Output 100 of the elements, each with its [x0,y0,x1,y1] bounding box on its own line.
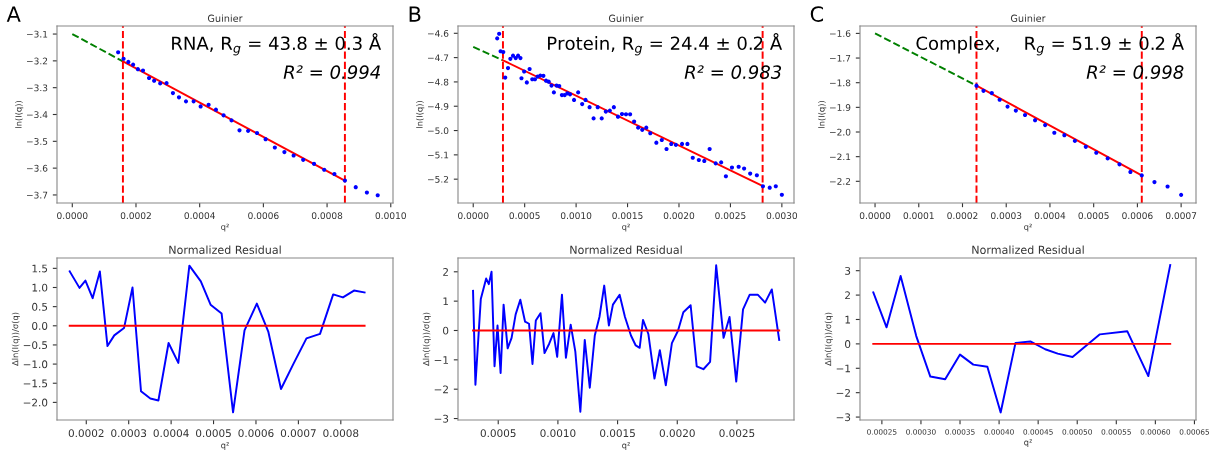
x-tick-label: 0.0000 [859,212,891,220]
point [1013,108,1018,113]
y-tick-label: −3.3 [27,84,48,92]
y-tick-label: 2 [845,291,850,300]
point [1094,150,1099,155]
point [146,75,152,81]
point [263,137,268,142]
x-tick-label: 0.0004 [153,429,189,438]
y-tick-label: −5.0 [428,127,449,135]
point [1083,144,1088,149]
y-tick-label: −2 [434,385,448,394]
point [116,50,121,55]
chart-title: Guinier [207,14,243,22]
point [246,128,251,133]
chart-title: Normalized Residual [570,245,682,254]
x-axis-title: q² [221,223,229,232]
y-tick-label: 0 [443,326,449,335]
text: C [810,6,824,22]
y-tick-label: −3.2 [27,57,48,65]
y-tick-label: 1.5 [32,264,48,273]
y-axis-title: ln(I(q)) [818,101,827,128]
point [311,161,317,166]
y-tick-label: −0.5 [23,341,48,350]
y-axis-title: ln(I(q)) [15,101,24,128]
y-tick-label: 0.0 [32,322,48,330]
point [989,90,994,96]
point [126,59,131,65]
y-tick-label: 0.5 [32,302,48,311]
annotation: R² = 0.994 [283,65,380,79]
point [176,95,182,100]
text: A [6,6,21,22]
point [1105,156,1110,161]
annotation: R² = 0.998 [1086,65,1184,79]
annotation: Complex, R$_{g}$ = 51.9 ± 0.2 Å [916,33,1184,56]
y-tick-label: −2.0 [830,128,851,136]
y-tick-label: −1.6 [830,30,851,37]
point [282,149,287,155]
x-tick-label: 0.0000 [458,212,489,220]
y-tick-label: −2.2 [830,178,851,185]
x-tick-label: 0.0004 [1034,212,1066,220]
point [375,193,380,198]
x-axis-title: q² [1024,439,1032,447]
x-tick-label: 0.0010 [375,212,406,220]
point [332,171,337,177]
point [1033,118,1038,123]
x-tick-label: 0.0010 [560,212,592,220]
y-tick-label: −4.9 [428,102,449,110]
x-tick-label: 0.0020 [663,212,695,220]
point [1152,179,1157,185]
x-tick-label: 0.0004 [184,212,215,220]
point [206,102,211,107]
y-axis-title: ln(I(q)) [416,101,425,128]
point [152,78,157,83]
chart-title: Guinier [1010,14,1046,22]
y-axis-title: Δln(I(q))/σ(q) [422,312,431,366]
x-tick-label: 0.0015 [612,212,643,220]
point [213,107,219,112]
x-tick-label: 0.0006 [238,429,274,438]
point [191,99,196,104]
line-series [68,264,366,414]
point [364,190,369,195]
x-tick-label: 0.0002 [947,212,978,220]
x-tick-label: 0.0005 [509,212,540,220]
y-tick-label: −1 [836,364,851,373]
x-tick-label: 0.0002 [68,429,104,438]
y-tick-label: −1.7 [830,54,851,62]
annotation: R² = 0.983 [684,65,782,79]
y-tick-label: −4.6 [428,30,449,37]
point [353,185,358,190]
x-tick-label: 0.0007 [280,429,316,438]
point [272,145,277,150]
point [981,88,986,93]
x-tick-label: 0.0001 [903,212,934,220]
point [135,67,140,72]
chart-title: Guinier [608,14,644,22]
y-tick-label: 3 [845,266,851,275]
y-tick-label: 0 [845,340,851,348]
x-tick-label: 0.0005 [196,429,231,438]
point [164,81,169,86]
x-tick-label: 0.0007 [1165,212,1197,220]
text: B [409,6,421,22]
y-tick-label: −3.4 [27,111,48,119]
x-tick-label: 0.0006 [1122,212,1153,220]
x-tick-label: 0.0008 [311,212,343,220]
y-tick-label: −5.1 [428,151,449,159]
chart-title: Normalized Residual [169,245,281,254]
y-axis-title: Δln(I(q))/σ(q) [824,312,833,366]
point [1072,138,1077,143]
line-series [872,264,1172,414]
point [1179,192,1184,197]
x-axis-title: q² [622,223,630,232]
point [1128,169,1133,175]
point [131,62,136,67]
x-tick-label: 0.0020 [659,429,695,438]
line-series [472,264,781,413]
y-tick-label: −1.5 [23,379,48,388]
x-tick-label: 0.0000 [57,212,88,220]
x-tick-label: 0.0003 [111,429,147,438]
y-tick-label: 2 [443,268,448,276]
point [183,99,189,104]
